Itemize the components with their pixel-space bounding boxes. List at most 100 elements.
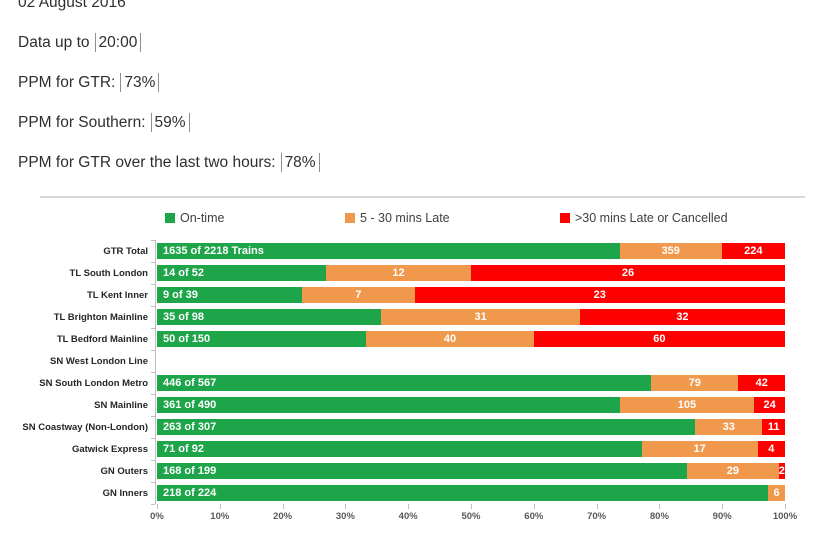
category-label: SN West London Line [50, 356, 148, 367]
bar-value-label: 1635 of 2218 Trains [163, 245, 264, 257]
chart-row: GTR Total 1635 of 2218 Trains 359 224 [0, 240, 830, 262]
on-time-segment: 1635 of 2218 Trains [157, 243, 620, 259]
on-time-segment: 9 of 39 [157, 287, 302, 303]
bar-value-label: 24 [763, 399, 776, 411]
bar-value-label: 12 [392, 267, 405, 279]
category-tick [151, 350, 155, 351]
category-axis-line [155, 240, 156, 504]
category-tick [151, 328, 155, 329]
ppm-two-hours-value-field[interactable]: 78% [280, 153, 320, 172]
category-label: Gatwick Express [71, 444, 148, 455]
cancelled-segment: 24 [754, 397, 785, 413]
bar-value-label: 446 of 567 [163, 377, 217, 389]
bar-value-label: 168 of 199 [163, 465, 217, 477]
chart-row: SN Mainline 361 of 490 105 24 [0, 394, 830, 416]
data-up-to-value-field[interactable]: 20:00 [94, 33, 142, 52]
category-tick [151, 482, 155, 483]
bar-value-label: 42 [755, 377, 768, 389]
bar-stack: 263 of 307 33 11 [157, 419, 785, 435]
cancelled-swatch-icon [560, 213, 570, 223]
cancelled-segment: 32 [579, 309, 785, 325]
date-text: 02 August 2016 [18, 0, 126, 11]
late-segment: 7 [301, 287, 415, 303]
on-time-segment: 35 of 98 [157, 309, 382, 325]
late-segment: 31 [381, 309, 580, 325]
late-segment: 17 [641, 441, 758, 457]
bar-value-label: 105 [677, 399, 697, 411]
data-up-to-label: Data up to [18, 34, 90, 51]
x-axis-tick-label: 100% [772, 511, 798, 522]
category-label: TL Bedford Mainline [56, 334, 148, 345]
bar-stack: 361 of 490 105 24 [157, 397, 785, 413]
ppm-southern-value-field[interactable]: 59% [150, 113, 190, 132]
x-axis-tick-label: 50% [461, 511, 481, 522]
late-segment: 29 [687, 463, 779, 479]
x-axis-tick-label: 70% [587, 511, 607, 522]
bar-value-label: 7 [355, 289, 362, 301]
ppm-gtr-value-field[interactable]: 73% [120, 73, 160, 92]
bar-value-label: 31 [474, 311, 487, 323]
on-time-segment: 50 of 150 [157, 331, 367, 347]
document-text: 02 August 2016 Data up to 20:00 PPM for G… [18, 0, 320, 183]
late-swatch-icon [345, 213, 355, 223]
bar-value-label: 33 [722, 421, 735, 433]
bar-rows: GTR Total 1635 of 2218 Trains 359 224 TL Sou… [0, 240, 830, 504]
bar-stack: 1635 of 2218 Trains 359 224 [157, 243, 785, 259]
on-time-swatch-icon [165, 213, 175, 223]
x-axis-tick [533, 504, 535, 509]
chart-row: SN South London Metro 446 of 567 79 42 [0, 372, 830, 394]
x-axis-tick-label: 80% [649, 511, 669, 522]
bar-value-label: 263 of 307 [163, 421, 217, 433]
bar-stack: 446 of 567 79 42 [157, 375, 785, 391]
bar-value-label: 32 [676, 311, 689, 323]
chart-row: GN Inners 218 of 224 6 [0, 482, 830, 504]
category-label: GTR Total [103, 246, 148, 257]
bar-stack [157, 353, 785, 369]
category-tick [151, 394, 155, 395]
bar-value-label: 29 [726, 465, 740, 477]
late-segment: 105 [619, 397, 755, 413]
late-segment: 40 [366, 331, 534, 347]
category-tick [151, 306, 155, 307]
bar-chart-plot-area: GTR Total 1635 of 2218 Trains 359 224 TL Sou… [0, 240, 830, 540]
x-axis-tick [282, 504, 284, 509]
legend-item-cancelled: >30 mins Late or Cancelled [560, 208, 728, 228]
x-axis-tick-label: 0% [150, 511, 164, 522]
late-segment: 12 [326, 265, 471, 281]
bar-value-label: 224 [744, 245, 763, 257]
category-label: SN Mainline [94, 400, 148, 411]
ppm-two-hours-label: PPM for GTR over the last two hours: [18, 154, 276, 171]
bar-value-label: 50 of 150 [163, 333, 211, 345]
bar-value-label: 359 [661, 245, 680, 257]
bar-stack: 50 of 150 40 60 [157, 331, 785, 347]
bar-stack: 71 of 92 17 4 [157, 441, 785, 457]
on-time-segment: 71 of 92 [157, 441, 642, 457]
category-tick [151, 504, 155, 505]
bar-stack: 14 of 52 12 26 [157, 265, 785, 281]
ppm-southern-label: PPM for Southern: [18, 114, 146, 131]
chart-row: Gatwick Express 71 of 92 17 4 [0, 438, 830, 460]
cancelled-segment: 4 [757, 441, 785, 457]
category-label: GN Outers [100, 466, 148, 477]
on-time-segment: 168 of 199 [157, 463, 688, 479]
bar-stack: 218 of 224 6 [157, 485, 785, 501]
category-tick [151, 284, 155, 285]
bar-value-label: 17 [693, 443, 706, 455]
category-label: TL Brighton Mainline [53, 312, 148, 323]
category-tick [151, 372, 155, 373]
bar-value-label: 14 of 52 [163, 267, 204, 279]
x-axis-tick [722, 504, 724, 509]
category-tick [151, 460, 155, 461]
x-axis-tick [345, 504, 347, 509]
category-label: SN Coastway (Non-London) [22, 422, 148, 433]
x-axis-tick [659, 504, 661, 509]
cancelled-segment: 224 [721, 243, 785, 259]
chart-row: TL South London 14 of 52 12 26 [0, 262, 830, 284]
late-segment: 359 [619, 243, 722, 259]
chart-row: TL Kent Inner 9 of 39 7 23 [0, 284, 830, 306]
on-time-segment: 361 of 490 [157, 397, 620, 413]
category-tick [151, 438, 155, 439]
x-axis-tick [471, 504, 472, 509]
x-axis-tick [408, 504, 410, 509]
category-label: TL Kent Inner [86, 290, 148, 301]
